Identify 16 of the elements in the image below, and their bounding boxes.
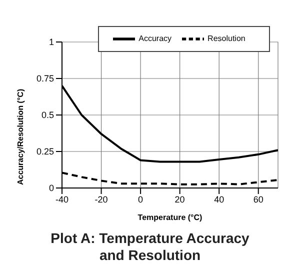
x-tick-label: 40 — [214, 194, 224, 204]
y-tick-label: 0.25 — [36, 146, 54, 157]
y-tick-label: 1 — [48, 37, 54, 48]
y-tick-label: 0.75 — [36, 74, 54, 84]
legend-label: Accuracy — [138, 34, 172, 44]
x-axis-title: Temperature (°C) — [138, 213, 203, 222]
y-tick-label: 0 — [48, 183, 54, 194]
x-tick-label: -20 — [94, 194, 108, 204]
x-tick-label: 20 — [174, 194, 185, 204]
y-tick-label: 0.5 — [41, 110, 54, 120]
text: Plot A: Temperature Accuracy and Resolution — [50, 230, 250, 264]
x-tick-label: 0 — [138, 194, 144, 204]
y-axis-title: Accuracy/Resolution (°C) — [16, 88, 25, 185]
x-tick-label: 60 — [253, 194, 264, 204]
x-tick-label: -40 — [55, 194, 69, 204]
legend-label: Resolution — [208, 34, 246, 44]
